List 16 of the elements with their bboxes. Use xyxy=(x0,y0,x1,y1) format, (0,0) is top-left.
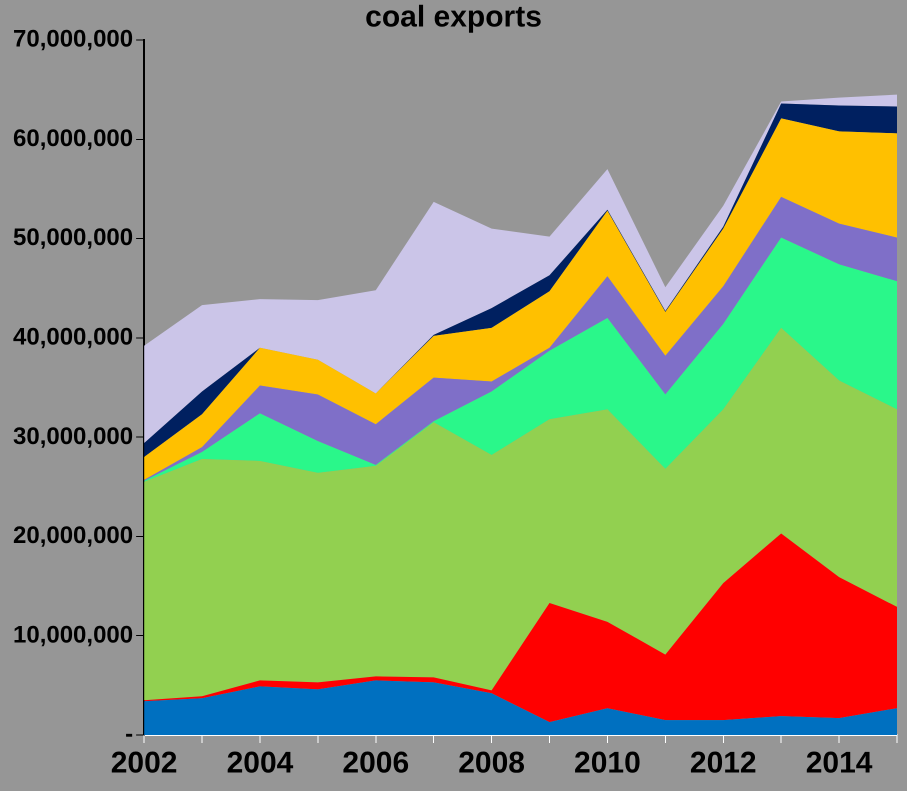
chart-title: coal exports xyxy=(365,0,542,34)
x-tick-label: 2010 xyxy=(574,746,641,780)
y-tick-label: 70,000,000 xyxy=(12,26,134,53)
y-tick-label: 60,000,000 xyxy=(12,124,134,152)
x-tick-label: 2002 xyxy=(110,746,178,780)
x-tick-label: 2014 xyxy=(806,746,873,780)
x-tick-label: 2006 xyxy=(342,746,410,780)
x-tick-label: 2008 xyxy=(458,746,525,780)
x-tick-label: 2004 xyxy=(226,746,294,780)
y-tick-label: 40,000,000 xyxy=(12,323,134,350)
y-tick-label: 20,000,000 xyxy=(12,522,134,550)
x-tick-label: 2012 xyxy=(690,746,757,780)
y-tick-label: 10,000,000 xyxy=(12,621,134,648)
y-tick-label: 30,000,000 xyxy=(12,422,134,450)
y-tick-label: 50,000,000 xyxy=(12,224,134,252)
y-tick-label: - xyxy=(125,720,134,748)
